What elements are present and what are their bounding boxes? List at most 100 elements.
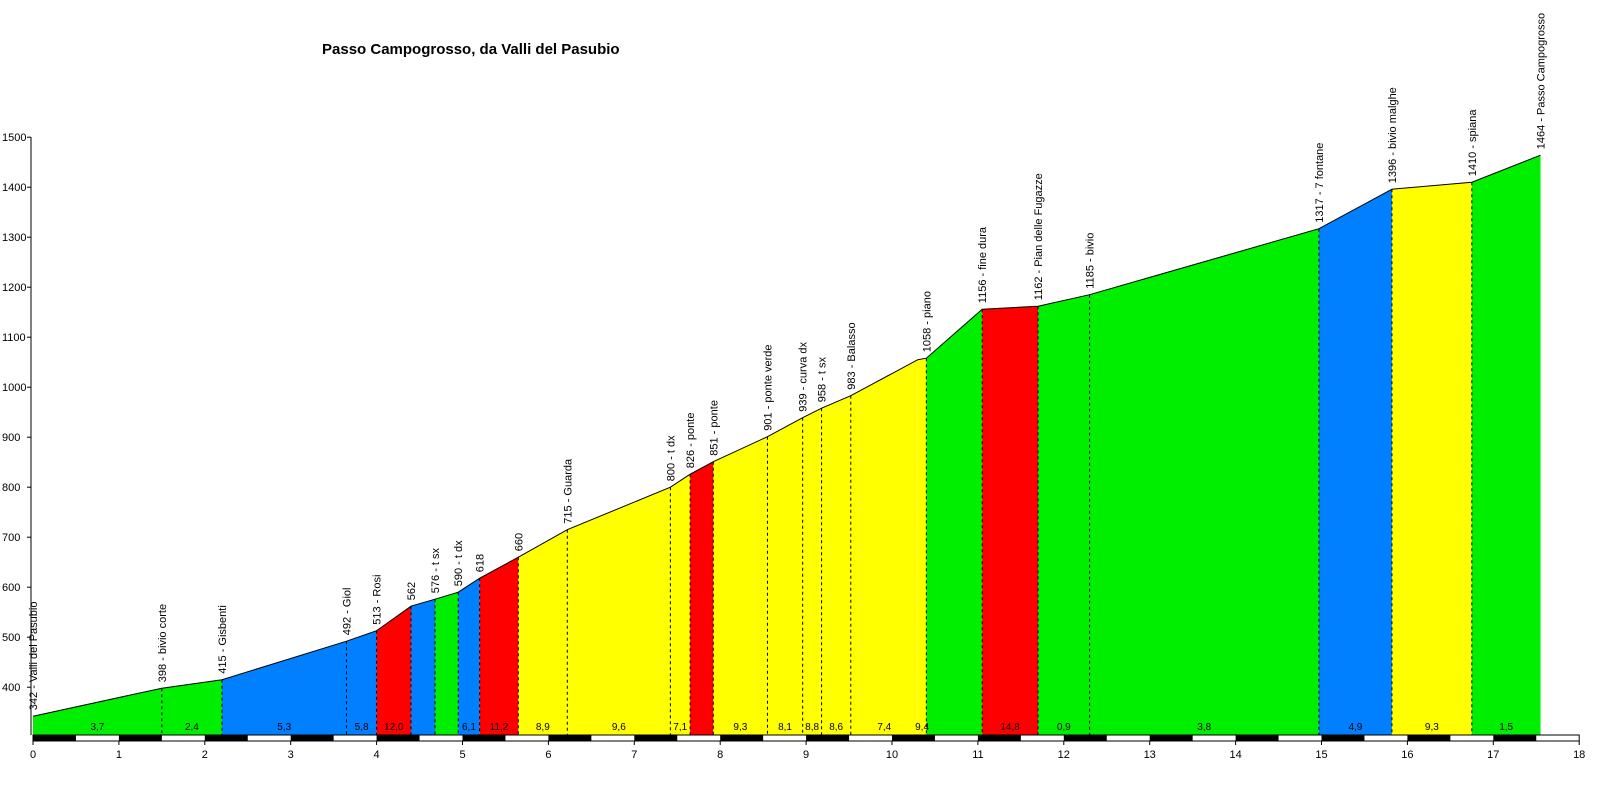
scale-block — [977, 735, 1021, 741]
gradient-label: 0,9 — [1057, 722, 1071, 733]
segment-16 — [802, 408, 822, 735]
x-tick-label: 3 — [288, 749, 294, 761]
segment-12 — [670, 474, 691, 735]
segment-24 — [1318, 189, 1392, 735]
gradient-label: 3,8 — [1197, 722, 1211, 733]
profile-line — [32, 154, 1541, 717]
x-tick-label: 7 — [631, 749, 637, 761]
scale-block — [376, 735, 420, 741]
segment-26 — [1471, 155, 1541, 735]
gradient-label: 1,5 — [1499, 722, 1513, 733]
x-tick-label: 16 — [1401, 749, 1413, 761]
y-tick-label: 600 — [2, 582, 20, 594]
gradient-label: 9,4 — [915, 722, 929, 733]
x-tick-label: 14 — [1229, 749, 1241, 761]
scale-block — [720, 735, 764, 741]
gradient-label: 8,1 — [778, 722, 792, 733]
scale-block — [204, 735, 248, 741]
segment-20 — [926, 309, 983, 735]
point-label: 1464 - Passo Campogrosso — [1536, 13, 1548, 149]
point-label: 1156 - fine dura — [977, 226, 989, 303]
y-tick-label: 700 — [2, 532, 20, 544]
x-tick-label: 17 — [1487, 749, 1499, 761]
point-label: 1058 - piano — [921, 291, 933, 352]
scale-block — [548, 735, 592, 741]
y-tick-label: 1400 — [2, 182, 26, 194]
gradient-label: 4,9 — [1348, 722, 1362, 733]
point-label: 901 - ponte verde — [762, 344, 774, 430]
scale-block — [1493, 735, 1537, 741]
gradient-labels: 3,7 2,4 5,3 5,8 12,0 6,1 11,2 8,9 9,6 7,1 9,3 8,1 8,… — [90, 722, 1513, 733]
point-label: 715 - Guarda — [562, 458, 574, 524]
segment-3 — [221, 641, 347, 735]
gradient-label: 14,8 — [1000, 722, 1020, 733]
x-tick-label: 15 — [1315, 749, 1327, 761]
segment-14 — [713, 436, 768, 735]
x-tick-label: 9 — [803, 749, 809, 761]
segment-25 — [1391, 182, 1472, 735]
km-scale-bar — [32, 734, 1580, 742]
point-label: 1185 - bivio — [1085, 233, 1097, 289]
gradient-label: 6,1 — [462, 722, 476, 733]
point-labels: 342 - Valli del Pasubio 398 - bivio corte… — [28, 13, 1548, 710]
segment-13 — [690, 461, 714, 735]
scale-block — [1149, 735, 1193, 741]
x-tick-label: 13 — [1144, 749, 1156, 761]
gradient-label: 3,7 — [90, 722, 104, 733]
segment-19 — [917, 358, 927, 735]
scale-block — [1407, 735, 1451, 741]
scale-block — [1235, 735, 1279, 741]
x-tick-label: 8 — [717, 749, 723, 761]
gradient-label: 8,8 — [805, 722, 819, 733]
point-label: 562 — [406, 582, 418, 600]
x-tick-label: 0 — [30, 749, 36, 761]
point-label: 590 - t dx — [453, 540, 465, 586]
gradient-label: 5,3 — [277, 722, 291, 733]
point-label: 939 - curva dx — [798, 341, 810, 411]
segment-23 — [1089, 228, 1319, 735]
x-tick-label: 2 — [202, 749, 208, 761]
scale-block — [634, 735, 678, 741]
scale-block — [1063, 735, 1107, 741]
y-tick-label: 1300 — [2, 232, 26, 244]
segment-dividers — [161, 182, 1473, 735]
gradient-label: 9,3 — [1425, 722, 1439, 733]
chart-title: Passo Campogrosso, da Valli del Pasubio — [322, 41, 620, 58]
scale-block — [118, 735, 162, 741]
point-label: 660 — [513, 533, 525, 551]
scale-block — [892, 735, 935, 741]
segment-6 — [410, 599, 436, 735]
gradient-label: 2,4 — [185, 722, 199, 733]
x-tick-label: 6 — [545, 749, 551, 761]
axes: 4005006007008009001000110012001300140015… — [2, 132, 1585, 761]
x-tick-label: 4 — [374, 749, 380, 761]
segment-11 — [567, 487, 671, 735]
segment-18 — [850, 359, 918, 735]
y-tick-label: 900 — [2, 432, 20, 444]
gradient-label: 9,6 — [612, 722, 626, 733]
scale-block — [806, 735, 850, 741]
gradient-label: 12,0 — [384, 722, 404, 733]
gradient-label: 11,2 — [490, 722, 509, 733]
point-label: 415 - Gisbenti — [217, 605, 229, 673]
scale-block — [1321, 735, 1365, 741]
point-label: 826 - ponte — [685, 413, 697, 469]
y-tick-label: 1500 — [2, 132, 26, 144]
point-label: 618 — [475, 554, 487, 572]
profile-segments — [33, 155, 1541, 735]
gradient-label: 5,8 — [355, 722, 369, 733]
y-tick-label: 1000 — [2, 382, 26, 394]
point-label: 513 - Rosi — [372, 575, 384, 625]
scale-block — [462, 735, 506, 741]
segment-10 — [518, 529, 568, 735]
point-label: 1410 - spiana — [1467, 109, 1479, 177]
point-label: 492 - Giol — [342, 587, 354, 635]
y-tick-label: 1100 — [2, 332, 26, 344]
gradient-label: 8,6 — [829, 722, 843, 733]
gradient-label: 8,9 — [536, 722, 550, 733]
x-tick-label: 12 — [1058, 749, 1070, 761]
point-label: 1396 - bivio malghe — [1387, 87, 1399, 183]
scale-block — [33, 735, 76, 741]
x-tick-label: 11 — [972, 749, 983, 761]
segment-9 — [479, 557, 519, 735]
